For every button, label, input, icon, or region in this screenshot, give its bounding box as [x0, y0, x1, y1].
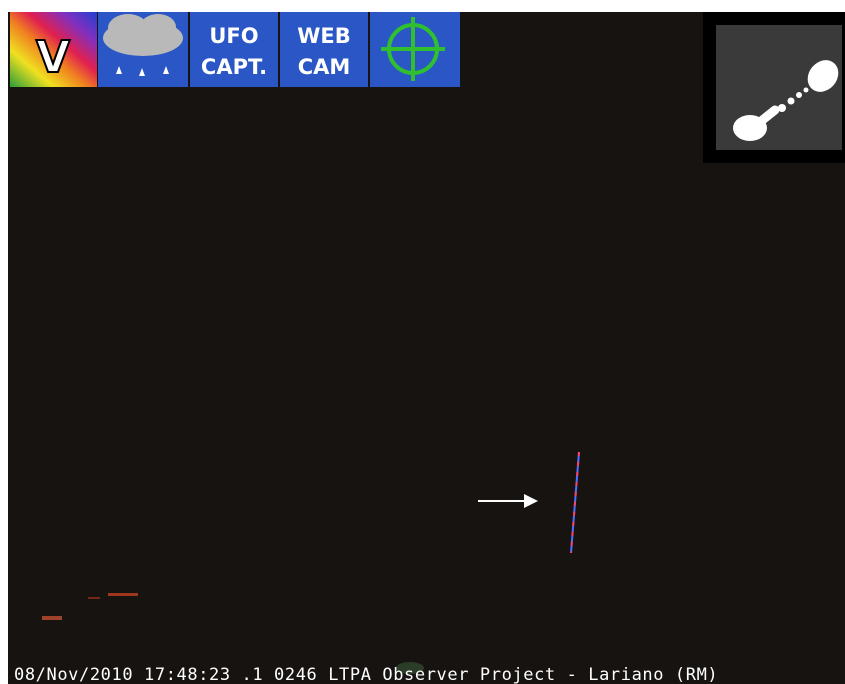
timestamp-caption: 08/Nov/2010 17:48:23 .1 0246 LTPA Observ…: [14, 665, 718, 684]
logo-letter: V: [36, 32, 70, 83]
webcam-frame: V UFO CAPT. WEB CAM: [0, 0, 845, 684]
meteor-logo: [703, 12, 845, 163]
target-icon[interactable]: [370, 12, 460, 87]
icon-label: CAPT.: [201, 55, 267, 79]
weather-icon[interactable]: [98, 12, 188, 87]
cloud: [140, 14, 176, 40]
icon-label: WEB: [297, 24, 351, 48]
ufo-capture-icon[interactable]: UFO CAPT.: [190, 12, 278, 87]
webcam-icon[interactable]: WEB CAM: [280, 12, 368, 87]
icon-label: UFO: [209, 24, 258, 48]
logo-icon[interactable]: V: [10, 12, 97, 87]
icon-label: CAM: [298, 55, 351, 79]
